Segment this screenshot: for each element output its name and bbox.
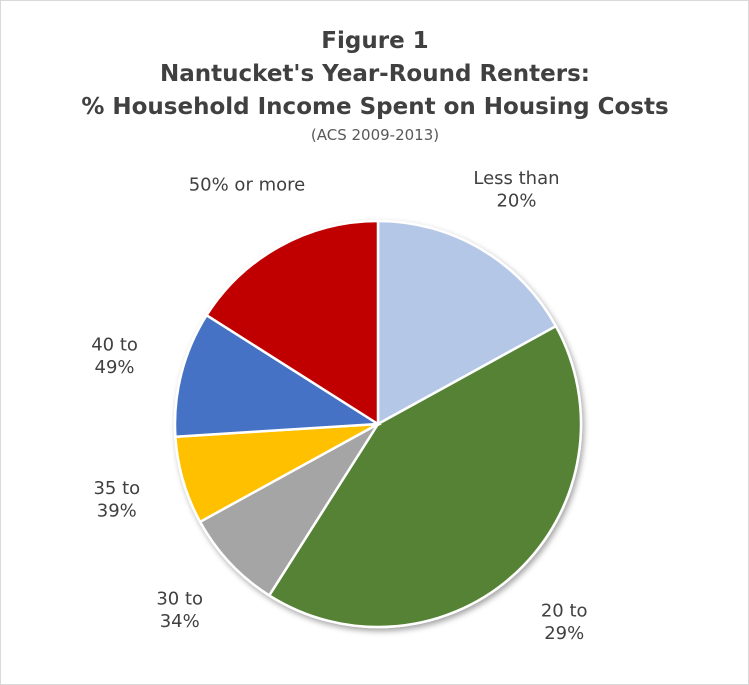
pie-slice	[376, 219, 558, 427]
slice-label: 35 to 39%	[93, 478, 140, 521]
slice-label: 20 to 29%	[541, 600, 588, 644]
pie-slice	[198, 422, 380, 598]
pie-slice	[204, 219, 380, 427]
chart-title: Figure 1	[321, 28, 428, 54]
slice-label: 30 to 34%	[156, 588, 203, 632]
slice-label: 50% or more	[189, 175, 306, 196]
chart-title: Nantucket's Year-Round Renters:	[160, 61, 590, 87]
pie-slice	[267, 324, 583, 629]
pie-slice	[173, 313, 382, 439]
pie	[173, 219, 583, 629]
chart-subtitle: (ACS 2009-2013)	[311, 126, 439, 144]
chart-title: % Household Income Spent on Housing Cost…	[81, 94, 668, 120]
slice-label: 40 to 49%	[91, 335, 138, 379]
slice-label: Less than 20%	[473, 168, 559, 212]
